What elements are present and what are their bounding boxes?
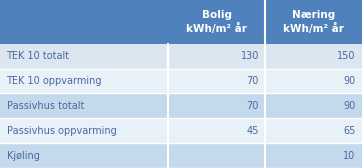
Bar (265, 44, 362, 69)
Bar (0, 143, 168, 168)
Text: 10: 10 (343, 151, 355, 161)
Text: 130: 130 (240, 51, 259, 61)
Bar (168, 118, 265, 143)
Bar (0, 69, 168, 93)
Text: Næring
kWh/m² år: Næring kWh/m² år (283, 10, 344, 34)
Text: 70: 70 (247, 101, 259, 111)
Text: 45: 45 (247, 126, 259, 136)
Text: TEK 10 totalt: TEK 10 totalt (7, 51, 70, 61)
Text: 70: 70 (247, 76, 259, 86)
Text: 90: 90 (343, 76, 355, 86)
Text: 150: 150 (337, 51, 355, 61)
Bar (265, 69, 362, 93)
Bar (265, 143, 362, 168)
Bar (0, 0, 168, 44)
Text: Kjøling: Kjøling (7, 151, 39, 161)
Bar (168, 69, 265, 93)
Bar (0, 93, 168, 118)
Bar (265, 118, 362, 143)
Bar (265, 93, 362, 118)
Text: Bolig
kWh/m² år: Bolig kWh/m² år (186, 10, 247, 34)
Text: TEK 10 oppvarming: TEK 10 oppvarming (7, 76, 102, 86)
Text: 90: 90 (343, 101, 355, 111)
Text: 65: 65 (343, 126, 355, 136)
Bar (168, 143, 265, 168)
Bar (0, 118, 168, 143)
Text: Passivhus oppvarming: Passivhus oppvarming (7, 126, 116, 136)
Bar (168, 44, 265, 69)
Bar (0, 44, 168, 69)
Bar (168, 0, 265, 44)
Text: Passivhus totalt: Passivhus totalt (7, 101, 84, 111)
Bar (265, 0, 362, 44)
Bar (168, 93, 265, 118)
